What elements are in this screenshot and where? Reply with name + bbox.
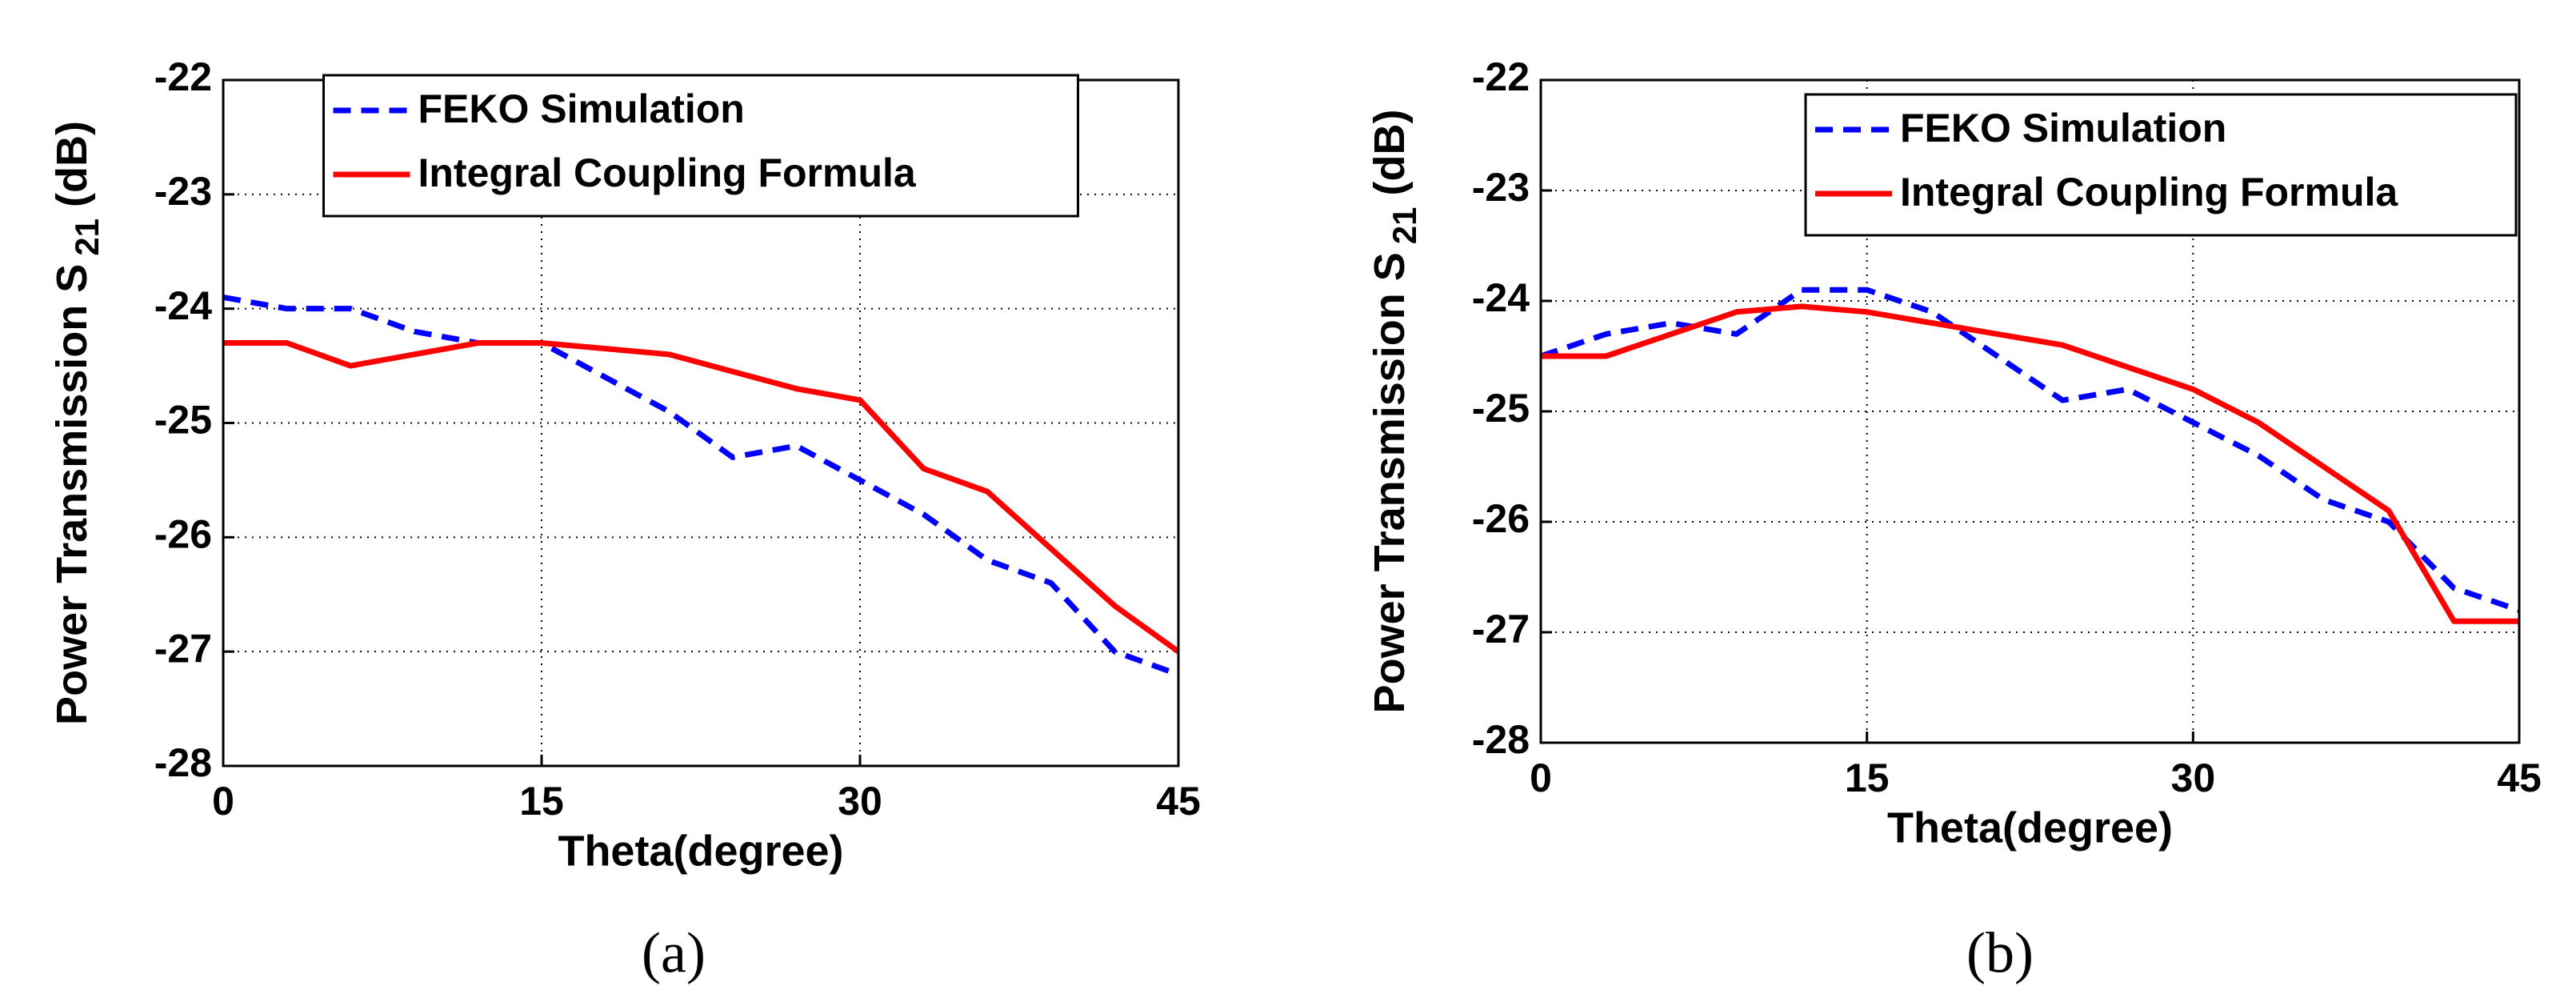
y-axis-label-subscript: 21 bbox=[1386, 207, 1423, 245]
y-tick-label: -28 bbox=[154, 740, 212, 785]
legend-label: FEKO Simulation bbox=[418, 86, 745, 131]
y-axis-label: Power Transmission S 21 (dB) bbox=[48, 121, 106, 725]
y-axis-label-text: Power Transmission S bbox=[48, 264, 96, 725]
x-tick-label: 45 bbox=[2497, 756, 2542, 800]
y-tick-label: -22 bbox=[154, 54, 212, 99]
y-axis-label-text: Power Transmission S bbox=[1366, 252, 1414, 713]
x-tick-label: 30 bbox=[2171, 756, 2216, 800]
legend-box bbox=[1804, 93, 2518, 237]
y-tick-label: -23 bbox=[154, 169, 212, 214]
y-tick-label: -25 bbox=[154, 398, 212, 443]
caption: (b) bbox=[1966, 921, 2034, 985]
data-line bbox=[222, 294, 1180, 678]
y-tick-label: -24 bbox=[154, 283, 212, 328]
y-tick-label: -27 bbox=[154, 626, 212, 671]
y-tick-label: -23 bbox=[1472, 165, 1530, 210]
legend-label: Integral Coupling Formula bbox=[418, 150, 917, 195]
x-tick-label: 15 bbox=[519, 779, 564, 824]
legend-label: FEKO Simulation bbox=[1900, 106, 2226, 150]
x-tick-label: 30 bbox=[838, 779, 882, 824]
y-axis-label-subscript: 21 bbox=[68, 218, 106, 256]
data-line bbox=[1539, 287, 2521, 613]
y-tick-label: -24 bbox=[1472, 275, 1530, 320]
x-axis-label: Theta(degree) bbox=[558, 827, 843, 875]
y-axis-label-unit: (dB) bbox=[1366, 110, 1414, 196]
data-line bbox=[1541, 303, 2519, 624]
y-axis-label-unit: (dB) bbox=[48, 121, 96, 207]
y-tick-label: -27 bbox=[1472, 607, 1530, 651]
x-tick-label: 45 bbox=[1156, 779, 1201, 824]
y-tick-label: -26 bbox=[154, 512, 212, 557]
data-line bbox=[223, 340, 1181, 655]
y-axis-label: Power Transmission S 21 (dB) bbox=[1366, 110, 1423, 714]
caption: (a) bbox=[642, 921, 706, 985]
x-tick-label: 0 bbox=[212, 779, 234, 824]
y-tick-label: -22 bbox=[1472, 54, 1530, 99]
y-tick-label: -26 bbox=[1472, 496, 1530, 541]
x-tick-label: 15 bbox=[1845, 756, 1890, 800]
legend-box bbox=[322, 74, 1079, 218]
y-tick-label: -28 bbox=[1472, 717, 1530, 762]
axes-box bbox=[1539, 78, 2521, 744]
x-tick-label: 0 bbox=[1530, 756, 1552, 800]
x-axis-label: Theta(degree) bbox=[1887, 804, 2173, 852]
legend-label: Integral Coupling Formula bbox=[1900, 170, 2398, 214]
y-tick-label: -25 bbox=[1472, 386, 1530, 431]
